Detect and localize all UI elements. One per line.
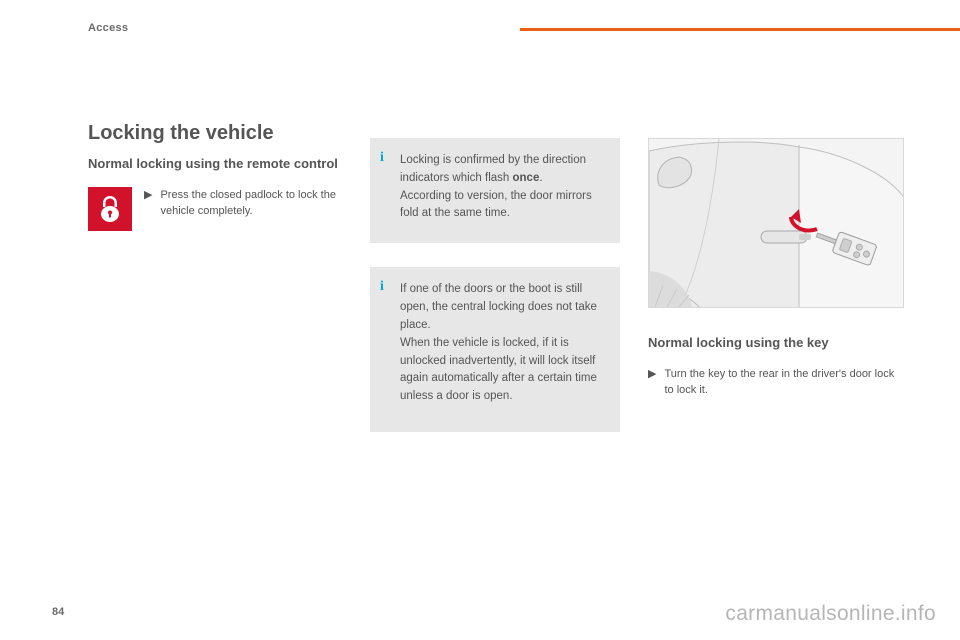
bullet-arrow-icon: ▶ [648,366,656,399]
left-column: Locking the vehicle Normal locking using… [88,122,348,231]
closed-padlock-icon [88,187,132,231]
page-title: Locking the vehicle [88,122,348,145]
page-number: 84 [52,606,64,618]
watermark: carmanualsonline.info [725,602,936,626]
info1-text: Locking is confirmed by the direction in… [400,152,604,223]
right-bullet: ▶ Turn the key to the rear in the driver… [648,366,904,399]
info-icon: i [380,279,384,295]
info2-text: If one of the doors or the boot is still… [400,281,604,406]
right-subtitle: Normal locking using the key [648,334,904,352]
middle-column: i Locking is confirmed by the direction … [370,138,620,456]
left-subtitle: Normal locking using the remote control [88,155,348,173]
header-accent-bar [520,28,960,31]
left-bullet: ▶ Press the closed padlock to lock the v… [144,187,348,231]
info-box-2: i If one of the doors or the boot is sti… [370,267,620,432]
door-key-illustration [648,138,904,308]
info-box-1: i Locking is confirmed by the direction … [370,138,620,243]
section-label: Access [88,22,128,34]
bullet-arrow-icon: ▶ [144,187,152,231]
right-bullet-text: Turn the key to the rear in the driver's… [664,366,904,399]
info-icon: i [380,150,384,166]
remote-lock-row: ▶ Press the closed padlock to lock the v… [88,187,348,231]
right-column: Normal locking using the key ▶ Turn the … [648,138,904,399]
left-bullet-text: Press the closed padlock to lock the veh… [160,187,348,231]
